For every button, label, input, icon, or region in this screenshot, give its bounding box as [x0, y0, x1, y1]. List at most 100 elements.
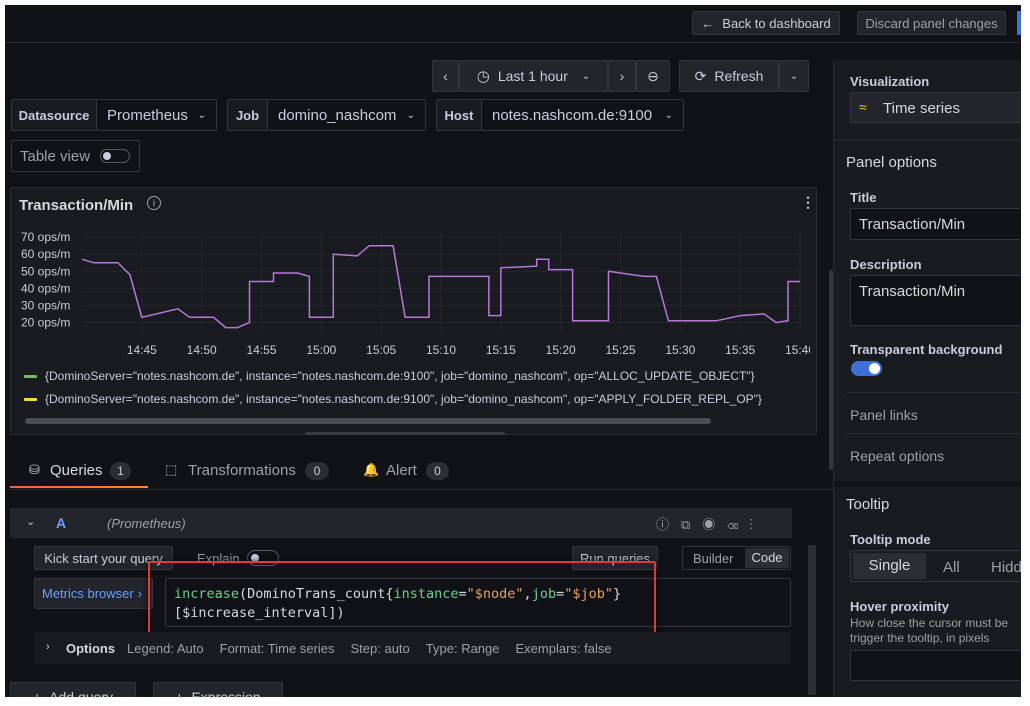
section-title[interactable]: Panel links [850, 407, 918, 423]
tab-label[interactable]: Alert [386, 462, 417, 479]
section-gap [834, 481, 1021, 487]
refresh-label: Refresh [714, 68, 764, 84]
section-title[interactable]: Tooltip [846, 496, 890, 513]
tab-count: 0 [305, 462, 329, 480]
tab-label[interactable]: Queries [50, 462, 103, 479]
variable-label: Datasource [11, 99, 97, 131]
section-title[interactable]: Repeat options [850, 448, 945, 464]
table-view-toggle[interactable]: Table view [11, 140, 140, 172]
proximity-input[interactable] [850, 650, 1021, 681]
scrollbar[interactable] [808, 545, 816, 695]
discard-label: Discard panel changes [865, 15, 998, 31]
mode-option[interactable]: Hidden [991, 559, 1021, 576]
divider [846, 433, 1021, 434]
splitter[interactable] [829, 270, 833, 470]
back-button[interactable]: ← Back to dashboard [692, 11, 840, 35]
code-token: [$increase_interval]) [174, 605, 345, 621]
viz-icon: ≈ [859, 99, 867, 115]
code-token: "$job" [564, 586, 613, 602]
code-token: "$node" [466, 586, 524, 602]
mode-switch: Builder Code [682, 546, 791, 570]
kick-start-label: Kick start your query [44, 550, 163, 566]
time-back[interactable]: ‹ [432, 60, 459, 92]
option-item: Type: Range [425, 641, 500, 656]
options-title: Options [66, 641, 116, 656]
zoom-out[interactable]: ⊖ [636, 60, 670, 92]
option-item: Format: Time series [219, 641, 335, 656]
info-icon[interactable]: i [147, 196, 161, 210]
host-label: Host [444, 107, 474, 123]
viz-name: Time series [883, 100, 960, 117]
panel-title: Transaction/Min [19, 197, 134, 214]
field-label: Description [850, 257, 922, 272]
discard-button[interactable]: Discard panel changes [857, 11, 1006, 35]
table-view-label: Table view [20, 148, 91, 165]
expand-icon: › [46, 641, 50, 653]
toggle [100, 149, 130, 163]
tab-icon: ⛁ [29, 462, 40, 477]
tab-icon: 🔔 [363, 462, 380, 477]
tab-count: 1 [110, 462, 131, 480]
tooltip-mode-group: Single All Hidden [850, 550, 1021, 582]
field-label: Visualization [850, 74, 930, 89]
field-description: How close the cursor must be [850, 616, 1009, 630]
mode-option[interactable]: All [943, 559, 960, 576]
code-editor[interactable]: increase(DominoTrans_count{instance="$no… [165, 578, 791, 627]
job-label: Job [235, 107, 260, 123]
job-value: domino_nashcom [278, 106, 397, 124]
viz-picker[interactable]: ≈ Time series [850, 92, 1021, 123]
section-title[interactable]: Panel options [846, 154, 937, 171]
query-header: ⌄ A (Prometheus) ⓘ⧉◉⌫⋮ [10, 508, 792, 538]
add-query-button[interactable]: + Add query [10, 682, 136, 697]
variable-select[interactable]: notes.nashcom.de:9100 ⌄ [481, 99, 684, 131]
code-token: instance [393, 586, 459, 602]
refresh-interval[interactable]: ⌄ [779, 60, 809, 92]
variable-label: Job [227, 99, 268, 131]
host-value: notes.nashcom.de:9100 [492, 106, 653, 124]
divider [5, 42, 1021, 43]
tab-label[interactable]: Transformations [188, 462, 296, 479]
variable-select[interactable]: Prometheus ⌄ [96, 99, 217, 131]
time-forward[interactable]: › [608, 60, 636, 92]
metrics-browser-button[interactable]: Metrics browser › [34, 578, 153, 609]
options-pane: Visualization ≈ Time series Panel option… [833, 60, 1021, 697]
expression-label: Expression [191, 689, 261, 697]
mode-code[interactable]: Code [745, 548, 789, 568]
code-lines: increase(DominoTrans_count{instance="$no… [174, 585, 621, 623]
expression-button[interactable]: + Expression [153, 682, 283, 697]
title-value: Transaction/Min [859, 216, 966, 233]
query-source: (Prometheus) [107, 516, 186, 531]
mode-builder[interactable]: Builder [693, 551, 734, 566]
variable-select[interactable]: domino_nashcom ⌄ [267, 99, 426, 131]
divider [834, 140, 1021, 141]
save-button-edge[interactable] [1017, 11, 1021, 35]
field-description: trigger the tooltip, in pixels [850, 631, 990, 645]
collapse-icon[interactable]: ⌄ [26, 516, 36, 528]
highlight-box [148, 561, 656, 638]
refresh-button[interactable]: ⟳ Refresh [679, 60, 779, 92]
code-line: [$increase_interval]) [174, 604, 621, 623]
mode-option[interactable]: Single [853, 553, 926, 579]
divider [10, 489, 834, 490]
field-label: Title [850, 190, 877, 205]
option-item: Exemplars: false [515, 641, 612, 656]
time-picker[interactable]: ◷ Last 1 hour ⌄ [459, 60, 608, 92]
options-row[interactable]: › Options Legend: Auto Format: Time serie… [34, 632, 791, 664]
title-input[interactable]: Transaction/Min [850, 208, 1021, 240]
code-token: = [556, 586, 565, 602]
query-actions[interactable]: ⓘ⧉◉⌫⋮ [656, 517, 765, 532]
divider [846, 392, 1021, 393]
time-range: Last 1 hour [497, 68, 568, 84]
description-input[interactable]: Transaction/Min [850, 275, 1021, 326]
code-token: } [613, 586, 622, 602]
add-query-label: Add query [49, 689, 113, 697]
transparent-toggle[interactable] [851, 361, 882, 376]
tab-underline [10, 486, 148, 488]
back-label: Back to dashboard [722, 15, 831, 31]
options-items: Legend: Auto Format: Time series Step: aut… [127, 641, 628, 656]
explain-toggle[interactable] [247, 550, 279, 566]
code-token: job [531, 586, 557, 602]
code-token: , [523, 586, 532, 602]
panel-menu[interactable]: ⋮ [801, 194, 815, 210]
